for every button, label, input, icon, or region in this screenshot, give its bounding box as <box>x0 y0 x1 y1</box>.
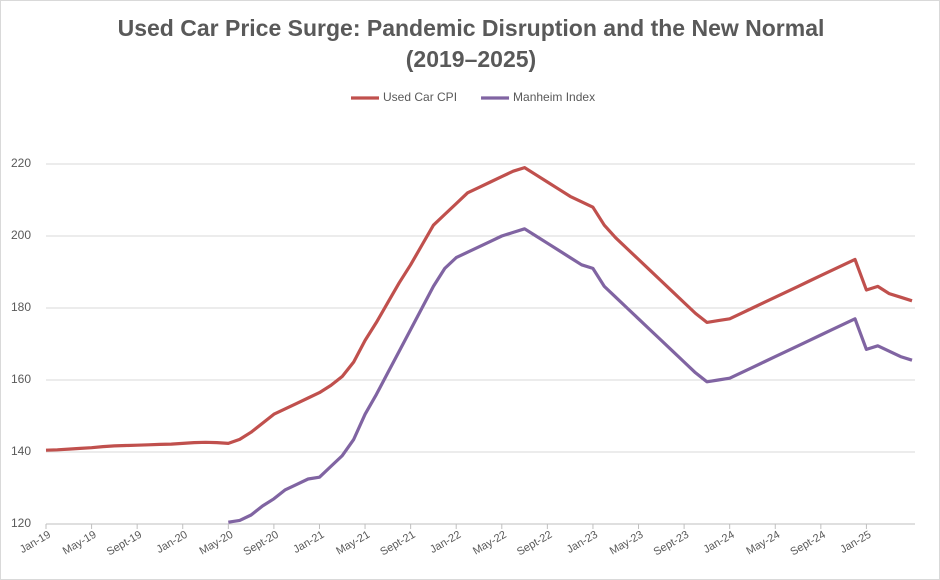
chart-title: Used Car Price Surge: Pandemic Disruptio… <box>117 15 825 72</box>
y-tick-label: 120 <box>11 516 31 530</box>
y-tick-label: 200 <box>11 228 31 242</box>
x-tick-label: Sept-20 <box>241 529 280 559</box>
x-tick-label: May-24 <box>744 529 782 558</box>
x-tick-label: May-20 <box>197 529 235 558</box>
y-tick-label: 140 <box>11 444 31 458</box>
y-tick-label: 160 <box>11 372 31 386</box>
x-tick-label: Jan-22 <box>428 529 463 556</box>
x-tick-label: Sept-21 <box>378 529 417 559</box>
x-tick-label: Jan-19 <box>18 529 53 556</box>
plot-area <box>45 166 913 524</box>
x-tick-label: Sept-24 <box>788 529 827 559</box>
data-line <box>228 227 913 524</box>
y-tick-label: 220 <box>11 156 31 170</box>
x-tick-label: May-19 <box>61 529 99 558</box>
x-tick-label: Jan-24 <box>702 529 737 556</box>
x-tick-label: Jan-21 <box>291 529 326 556</box>
legend-label: Manheim Index <box>513 90 595 104</box>
data-line <box>45 166 913 452</box>
x-tick-label: May-23 <box>608 529 646 558</box>
x-tick-label: Sept-19 <box>105 529 144 559</box>
x-tick-label: Sept-22 <box>515 529 554 559</box>
x-tick-label: May-21 <box>334 529 372 558</box>
x-tick-label: Sept-23 <box>652 529 691 559</box>
x-tick-label: Jan-25 <box>838 529 873 556</box>
x-tick-label: Jan-23 <box>565 529 600 556</box>
x-tick-label: Jan-20 <box>155 529 190 556</box>
x-tick-label: May-22 <box>471 529 509 558</box>
y-tick-label: 180 <box>11 300 31 314</box>
legend-label: Used Car CPI <box>383 90 457 104</box>
